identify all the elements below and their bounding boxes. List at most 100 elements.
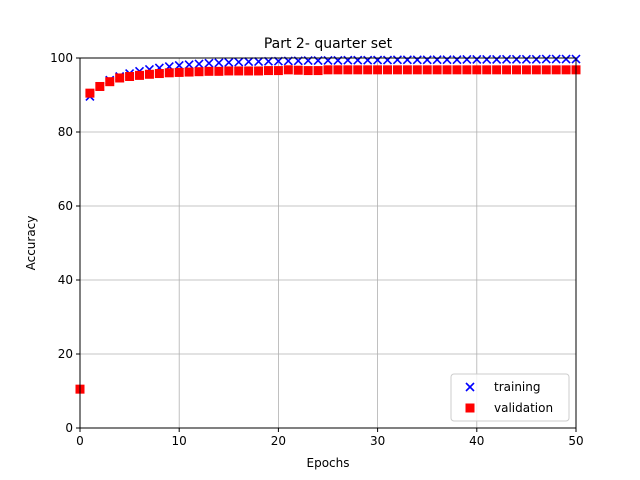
- y-axis-label: Accuracy: [24, 216, 38, 271]
- validation-point: [174, 67, 184, 77]
- y-tick-label: 20: [58, 347, 73, 361]
- legend-validation-marker: [465, 403, 475, 413]
- training-point: [422, 55, 432, 65]
- validation-point: [383, 65, 393, 75]
- validation-point: [234, 66, 244, 76]
- y-axis-ticks: 0 20 40 60 80 100: [50, 51, 80, 435]
- y-tick-label: 100: [50, 51, 73, 65]
- validation-point: [502, 65, 512, 75]
- validation-point: [194, 67, 204, 77]
- x-tick-label: 30: [370, 434, 385, 448]
- training-point: [452, 55, 462, 65]
- validation-point: [164, 68, 174, 78]
- validation-point: [313, 66, 323, 76]
- training-point: [432, 55, 442, 65]
- marker-stroke: [551, 54, 561, 64]
- training-point: [412, 55, 422, 65]
- validation-point: [333, 65, 343, 75]
- training-point: [214, 58, 224, 68]
- validation-point: [412, 65, 422, 75]
- validation-point: [373, 65, 383, 75]
- marker-stroke: [442, 55, 452, 65]
- marker-stroke: [204, 58, 214, 68]
- training-point: [382, 55, 393, 65]
- marker-stroke: [382, 55, 393, 65]
- training-point: [501, 54, 512, 64]
- training-point: [442, 55, 452, 65]
- legend-training-marker: [465, 382, 475, 392]
- y-tick-label: 0: [65, 421, 73, 435]
- legend-validation-label: validation: [494, 401, 553, 415]
- validation-point: [521, 65, 531, 75]
- marker-stroke: [501, 54, 512, 64]
- legend-training-label: training: [494, 380, 541, 394]
- training-point: [244, 57, 254, 67]
- validation-point: [422, 65, 432, 75]
- validation-point: [432, 65, 442, 75]
- validation-point: [303, 66, 313, 76]
- training-point: [253, 56, 264, 67]
- validation-point: [154, 69, 164, 79]
- training-point: [184, 60, 194, 70]
- marker-stroke: [541, 54, 551, 64]
- marker-stroke: [412, 55, 422, 65]
- legend: training validation: [450, 373, 570, 422]
- validation-series: [75, 65, 581, 394]
- x-axis-ticks: 0 10 20 30 40 50: [76, 428, 584, 448]
- chart-title: Part 2- quarter set: [264, 36, 393, 52]
- marker-stroke: [214, 58, 224, 68]
- validation-point: [135, 70, 145, 80]
- legend-box: [450, 373, 570, 422]
- validation-point: [402, 65, 412, 75]
- training-point: [234, 57, 244, 67]
- training-point: [392, 55, 403, 65]
- marker-stroke: [392, 55, 403, 65]
- marker-stroke: [452, 55, 462, 65]
- marker-stroke: [263, 56, 274, 66]
- training-point: [224, 57, 234, 68]
- y-tick-label: 80: [58, 125, 73, 139]
- validation-point: [224, 66, 234, 76]
- validation-point: [442, 65, 452, 75]
- validation-point: [343, 65, 353, 75]
- plot-area-frame: [79, 57, 577, 429]
- validation-point: [95, 81, 105, 91]
- x-tick-label: 20: [271, 434, 286, 448]
- validation-point: [561, 65, 571, 75]
- x-tick-label: 10: [172, 434, 187, 448]
- x-tick-label: 50: [568, 434, 583, 448]
- validation-point: [472, 65, 482, 75]
- marker-stroke: [184, 60, 194, 70]
- training-point: [472, 54, 482, 65]
- marker-stroke: [234, 57, 244, 67]
- training-point: [511, 54, 522, 64]
- validation-point: [541, 65, 551, 75]
- marker-stroke: [224, 57, 234, 68]
- series-clip-group: [75, 54, 581, 394]
- marker-stroke: [432, 55, 442, 65]
- training-point: [263, 56, 274, 66]
- marker-stroke: [373, 55, 383, 65]
- y-tick-label: 60: [58, 199, 73, 213]
- marker-stroke: [492, 54, 502, 65]
- marker-stroke: [465, 382, 475, 392]
- validation-point: [392, 65, 402, 75]
- training-point: [561, 54, 571, 64]
- marker-stroke: [472, 54, 482, 65]
- training-point: [551, 54, 561, 64]
- validation-point: [204, 66, 214, 76]
- series-layer: [75, 54, 581, 394]
- validation-point: [323, 65, 333, 75]
- marker-stroke: [462, 54, 472, 65]
- validation-point: [293, 65, 303, 75]
- x-tick-label: 40: [469, 434, 484, 448]
- training-point: [521, 54, 531, 64]
- validation-point: [511, 65, 521, 75]
- validation-point: [263, 66, 273, 76]
- legend-validation-square: [465, 403, 475, 413]
- marker-stroke: [194, 59, 204, 69]
- training-point: [482, 54, 492, 65]
- validation-point: [482, 65, 492, 75]
- validation-point: [244, 66, 254, 76]
- marker-stroke: [511, 54, 522, 64]
